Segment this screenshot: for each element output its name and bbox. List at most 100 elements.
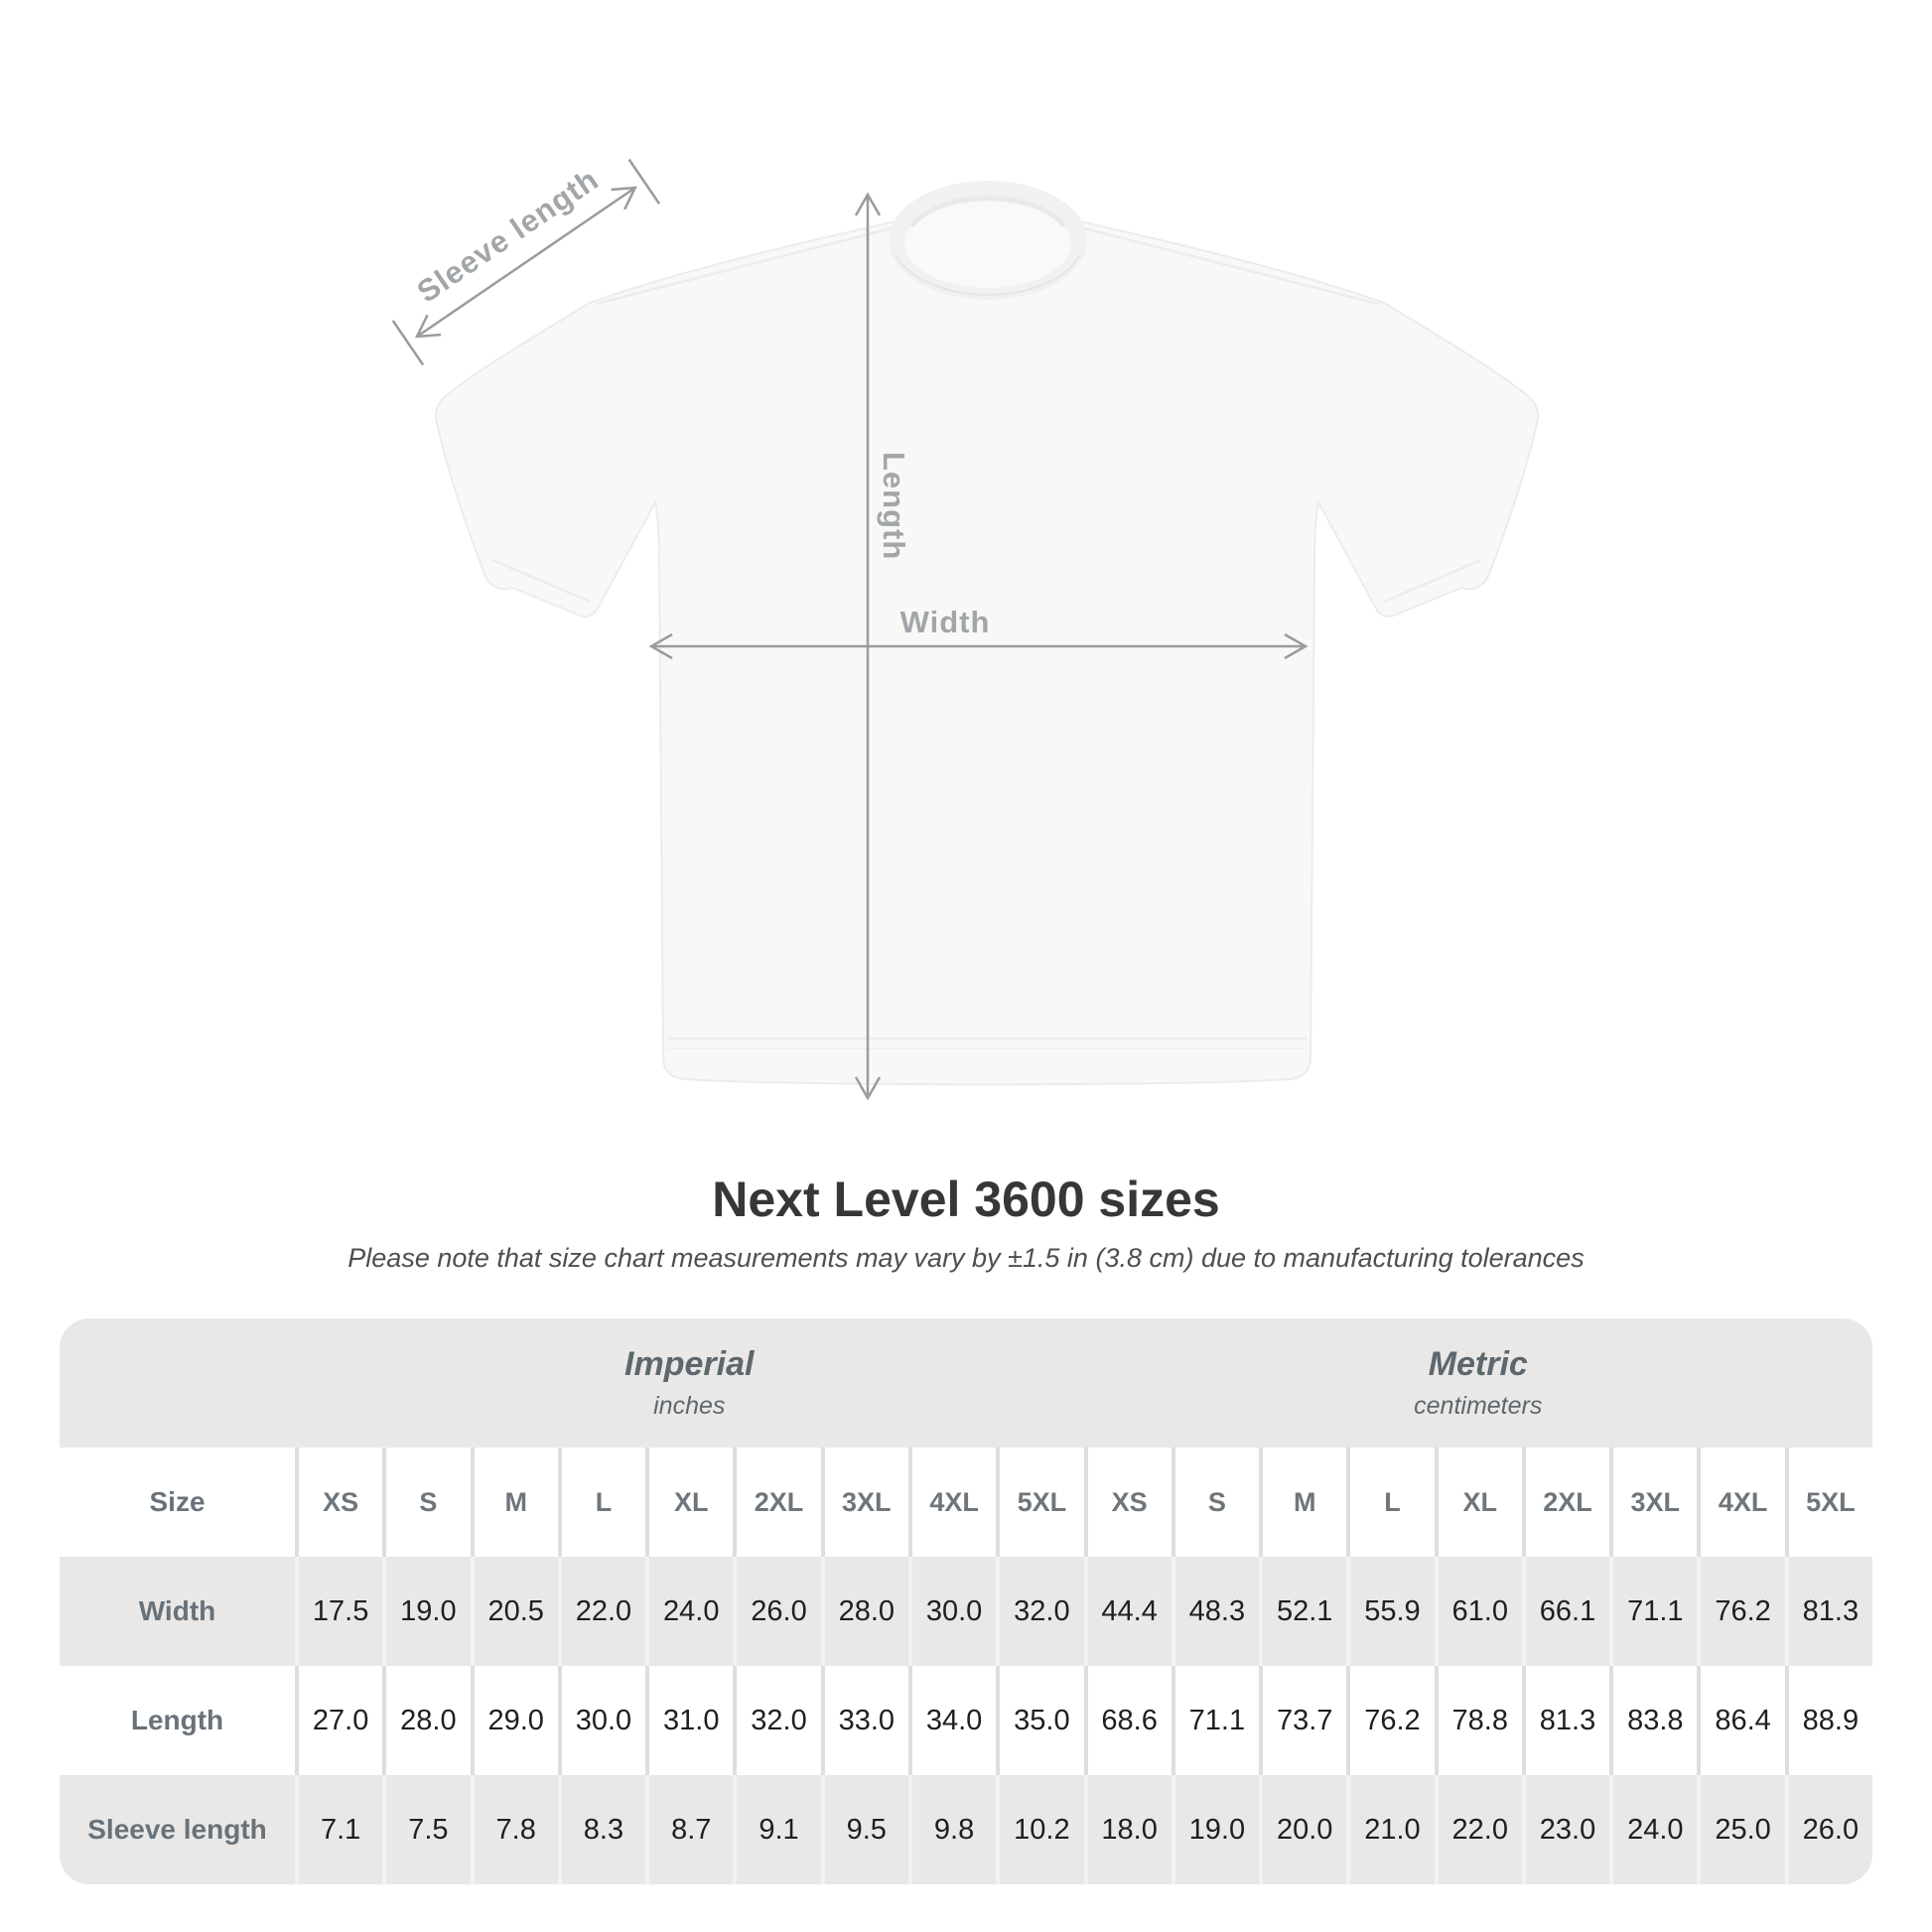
tolerance-disclaimer: Please note that size chart measurements… bbox=[347, 1243, 1585, 1273]
value-cell-metric: 81.3 bbox=[1521, 1666, 1610, 1775]
value-cell-imperial: 27.0 bbox=[295, 1666, 383, 1775]
value-cell-metric: 68.6 bbox=[1083, 1666, 1172, 1775]
value-cell-metric: 23.0 bbox=[1521, 1775, 1609, 1884]
sleeve-hem-stitch-left bbox=[491, 558, 591, 604]
size-header-metric: XS bbox=[1083, 1448, 1172, 1557]
value-cell-imperial: 26.0 bbox=[733, 1557, 820, 1666]
length-arrow-head-top bbox=[854, 192, 882, 216]
value-cell-metric: 44.4 bbox=[1083, 1557, 1172, 1666]
value-cell-imperial: 7.1 bbox=[295, 1775, 382, 1884]
metric-unit: centimeters bbox=[1414, 1392, 1543, 1420]
size-header-imperial: L bbox=[557, 1448, 646, 1557]
imperial-label: Imperial bbox=[624, 1345, 755, 1383]
value-cell-metric: 83.8 bbox=[1609, 1666, 1698, 1775]
value-cell-metric: 76.2 bbox=[1346, 1666, 1435, 1775]
page-title: Next Level 3600 sizes bbox=[712, 1172, 1220, 1227]
value-cell-metric: 22.0 bbox=[1434, 1775, 1522, 1884]
value-cell-imperial: 34.0 bbox=[907, 1666, 997, 1775]
size-header-imperial: S bbox=[382, 1448, 471, 1557]
value-cell-imperial: 19.0 bbox=[382, 1557, 470, 1666]
row-label: Length bbox=[60, 1666, 295, 1775]
size-header-metric: 5XL bbox=[1784, 1448, 1872, 1557]
size-header-imperial: 2XL bbox=[733, 1448, 821, 1557]
width-arrow-head-left bbox=[648, 632, 673, 660]
value-cell-imperial: 31.0 bbox=[645, 1666, 734, 1775]
value-cell-metric: 25.0 bbox=[1697, 1775, 1784, 1884]
value-cell-metric: 24.0 bbox=[1609, 1775, 1697, 1884]
value-cell-metric: 21.0 bbox=[1346, 1775, 1434, 1884]
value-cell-metric: 66.1 bbox=[1521, 1557, 1609, 1666]
value-cell-imperial: 10.2 bbox=[996, 1775, 1083, 1884]
shoulder-seam-left bbox=[595, 224, 900, 306]
shoulder-seam-right bbox=[1075, 224, 1379, 306]
value-cell-imperial: 35.0 bbox=[996, 1666, 1084, 1775]
value-cell-imperial: 8.7 bbox=[645, 1775, 733, 1884]
tshirt-body bbox=[434, 197, 1540, 1086]
row-label: Width bbox=[138, 1595, 216, 1626]
sleeve-arrow-head-right bbox=[611, 186, 637, 210]
value-cell-imperial: 8.3 bbox=[557, 1775, 645, 1884]
sleeve-extension-tick-right bbox=[627, 158, 661, 205]
size-table: Imperial inches Metric centimeters Size X… bbox=[60, 1318, 1872, 1884]
tshirt-measurement-diagram: Length Width Sleeve length bbox=[391, 158, 1540, 1101]
length-label: Length bbox=[877, 452, 911, 560]
value-cell-imperial: 30.0 bbox=[557, 1666, 646, 1775]
sleeve-arrow-line bbox=[416, 187, 636, 339]
size-header-metric: L bbox=[1346, 1448, 1435, 1557]
size-corner-label: Size bbox=[60, 1448, 295, 1557]
size-header-imperial: 4XL bbox=[907, 1448, 997, 1557]
size-header-imperial: 5XL bbox=[996, 1448, 1084, 1557]
value-cell-metric: 81.3 bbox=[1784, 1557, 1872, 1666]
value-cell-imperial: 20.5 bbox=[470, 1557, 558, 1666]
size-header-metric: 4XL bbox=[1697, 1448, 1785, 1557]
value-cell-imperial: 28.0 bbox=[382, 1666, 471, 1775]
value-cell-metric: 61.0 bbox=[1434, 1557, 1522, 1666]
size-header-imperial: M bbox=[470, 1448, 558, 1557]
value-cell-imperial: 30.0 bbox=[907, 1557, 996, 1666]
value-cell-imperial: 33.0 bbox=[820, 1666, 908, 1775]
size-header-imperial: 3XL bbox=[820, 1448, 908, 1557]
size-header-metric: S bbox=[1171, 1448, 1260, 1557]
value-cell-metric: 76.2 bbox=[1697, 1557, 1784, 1666]
size-header-metric: 3XL bbox=[1609, 1448, 1698, 1557]
size-header-metric: M bbox=[1259, 1448, 1347, 1557]
width-arrow-head-right bbox=[1284, 632, 1309, 660]
collar-opening bbox=[904, 199, 1071, 288]
value-cell-metric: 86.4 bbox=[1697, 1666, 1785, 1775]
sleeve-arrow-head-left bbox=[414, 314, 442, 339]
imperial-unit-header: Imperial inches bbox=[295, 1318, 1084, 1448]
value-cell-metric: 88.9 bbox=[1784, 1666, 1872, 1775]
value-cell-imperial: 32.0 bbox=[996, 1557, 1083, 1666]
value-cell-imperial: 7.5 bbox=[382, 1775, 470, 1884]
value-cell-metric: 55.9 bbox=[1346, 1557, 1434, 1666]
value-cell-imperial: 7.8 bbox=[470, 1775, 558, 1884]
value-cell-imperial: 28.0 bbox=[820, 1557, 908, 1666]
length-arrow-head-bottom bbox=[854, 1076, 882, 1101]
size-header-metric: 2XL bbox=[1521, 1448, 1610, 1557]
value-cell-imperial: 24.0 bbox=[645, 1557, 733, 1666]
value-cell-metric: 73.7 bbox=[1259, 1666, 1347, 1775]
sleeve-extension-tick-left bbox=[391, 320, 425, 366]
collar-inner-shadow bbox=[908, 196, 1067, 228]
size-header-metric: XL bbox=[1434, 1448, 1522, 1557]
width-label: Width bbox=[900, 605, 991, 639]
metric-unit-header: Metric centimeters bbox=[1084, 1318, 1873, 1448]
value-cell-metric: 78.8 bbox=[1434, 1666, 1522, 1775]
sleeve-hem-stitch-right bbox=[1383, 558, 1482, 604]
metric-label: Metric bbox=[1428, 1345, 1528, 1383]
value-cell-metric: 71.1 bbox=[1609, 1557, 1697, 1666]
value-cell-imperial: 9.1 bbox=[733, 1775, 820, 1884]
sleeve-length-label: Sleeve length bbox=[411, 162, 606, 310]
size-header-imperial: XL bbox=[645, 1448, 734, 1557]
tshirt-illustration bbox=[434, 181, 1540, 1086]
value-cell-metric: 18.0 bbox=[1083, 1775, 1172, 1884]
value-cell-imperial: 22.0 bbox=[557, 1557, 645, 1666]
value-cell-imperial: 9.5 bbox=[820, 1775, 908, 1884]
value-cell-imperial: 17.5 bbox=[295, 1557, 382, 1666]
value-cell-imperial: 29.0 bbox=[470, 1666, 558, 1775]
row-label: Sleeve length bbox=[87, 1814, 267, 1845]
value-cell-imperial: 32.0 bbox=[733, 1666, 821, 1775]
size-header-imperial: XS bbox=[295, 1448, 383, 1557]
width-measurement bbox=[648, 632, 1309, 660]
